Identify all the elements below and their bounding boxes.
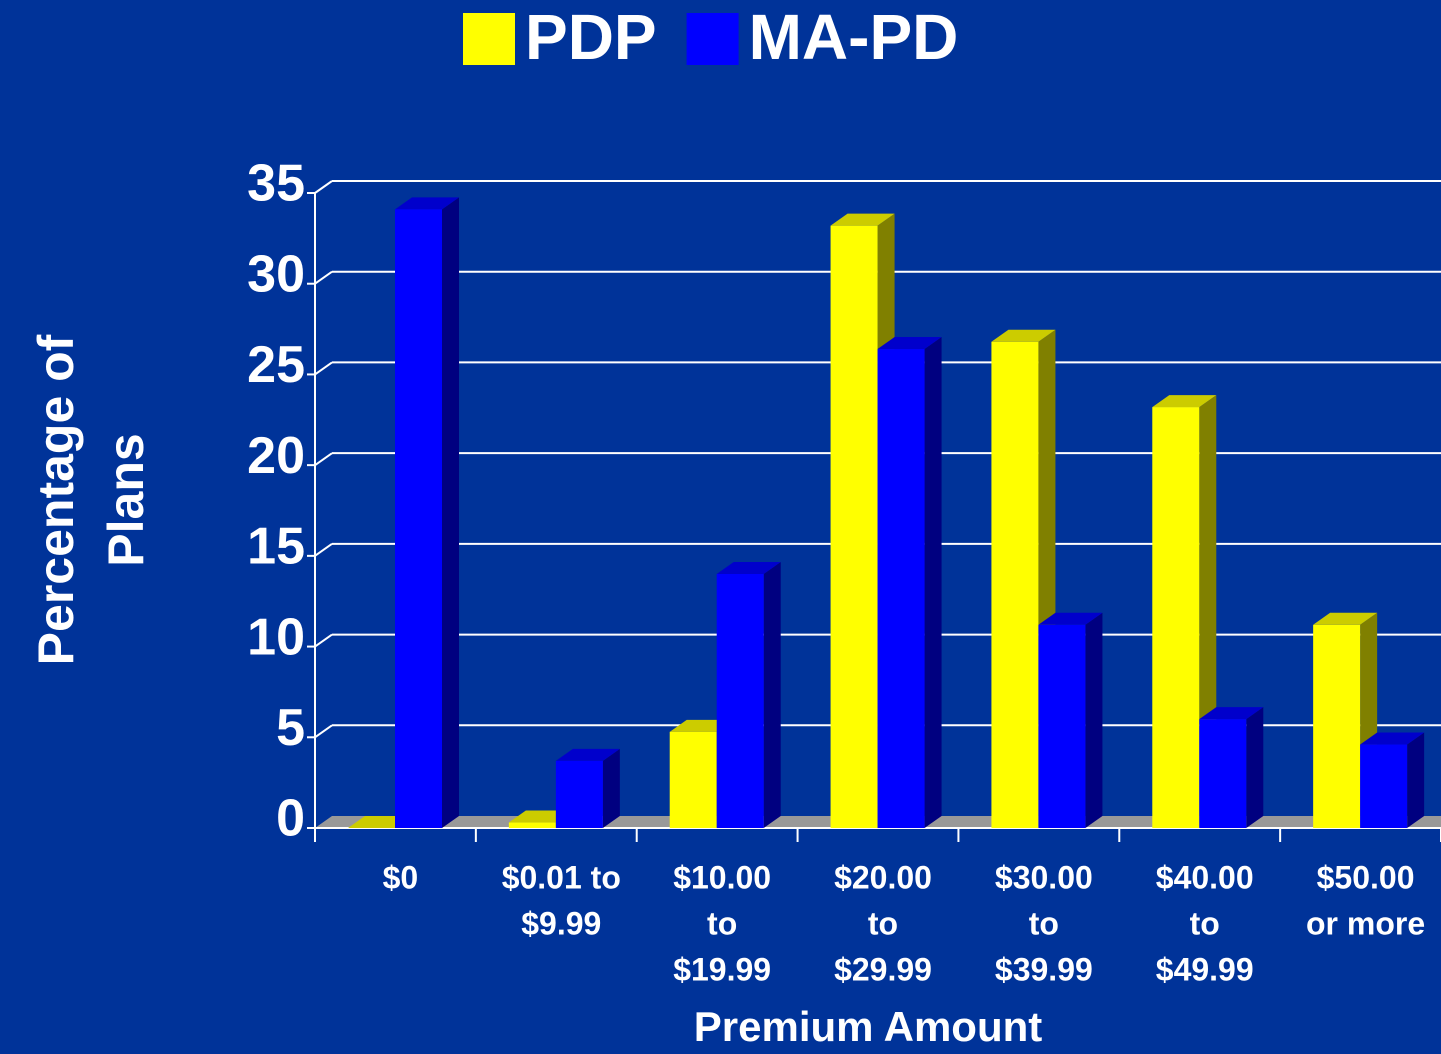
bar-side [602, 748, 620, 828]
bar [716, 574, 764, 828]
y-axis-title-line: Percentage of [28, 334, 84, 665]
bar-top [555, 748, 620, 761]
x-tick-label: to [868, 905, 898, 941]
bar-top [1199, 707, 1264, 720]
x-axis-title: Premium Amount [694, 1003, 1042, 1050]
bar [830, 225, 878, 828]
x-tick-label: $49.99 [1156, 951, 1254, 987]
x-tick-label: $0.01 to [502, 859, 621, 895]
bar-side [1407, 732, 1425, 828]
grid-line [314, 180, 333, 194]
grid-line [314, 724, 333, 739]
bar-top [1360, 732, 1425, 745]
y-tick-label: 30 [247, 245, 305, 303]
bar [1313, 624, 1361, 828]
x-tick-label: $10.00 [673, 859, 771, 895]
x-tick-label: $20.00 [834, 859, 932, 895]
bar-top [830, 213, 895, 226]
grid-line [314, 543, 333, 557]
x-tick-label: to [1190, 905, 1220, 941]
x-tick-label: $30.00 [995, 859, 1093, 895]
x-tick-label: $40.00 [1156, 859, 1254, 895]
bar [395, 209, 442, 829]
grid-line [314, 633, 333, 648]
bar-side [763, 562, 781, 828]
bar-side [1246, 707, 1264, 828]
y-tick-label: 10 [247, 608, 305, 666]
bar [877, 349, 925, 828]
bar [1152, 407, 1200, 828]
bar [1360, 744, 1408, 828]
bar [1199, 719, 1247, 828]
x-tick-label: $9.99 [521, 905, 601, 941]
bar-top [716, 562, 781, 574]
bar-side [442, 197, 459, 829]
y-tick-label: 35 [247, 155, 305, 213]
y-axis-title: Percentage of Plans [28, 334, 154, 665]
bar [991, 341, 1039, 828]
legend-swatch [463, 13, 515, 65]
x-tick-label: $29.99 [834, 951, 932, 987]
y-tick-label: 0 [276, 790, 305, 848]
bar [555, 760, 603, 828]
x-tick-label: or more [1306, 905, 1425, 941]
grid-line [314, 361, 333, 376]
y-tick-label: 25 [247, 336, 305, 394]
bar [508, 822, 556, 828]
x-tick-label: $50.00 [1317, 859, 1415, 895]
x-tick-label: $0 [383, 859, 419, 895]
bar-top [991, 329, 1056, 342]
bar-top [395, 197, 459, 210]
legend-swatch [686, 13, 739, 65]
grid-line [314, 270, 333, 285]
x-tick-label: to [707, 905, 737, 941]
bar-side [924, 337, 942, 828]
bar-top [877, 337, 942, 350]
y-tick-label: 20 [247, 427, 305, 485]
bar [1038, 624, 1086, 828]
y-tick-label: 5 [276, 699, 305, 757]
y-tick-label: 15 [247, 518, 305, 576]
x-tick-label: to [1029, 905, 1059, 941]
y-axis-title-line: Plans [98, 433, 154, 566]
x-tick-label: $39.99 [995, 951, 1093, 987]
bar-top [1152, 395, 1217, 408]
bar-top [1038, 612, 1103, 625]
bar [669, 731, 717, 828]
bar-top [1313, 612, 1378, 625]
grid-line [314, 452, 333, 466]
legend-label: MA-PD [749, 1, 959, 73]
bar-side [1085, 612, 1103, 828]
x-tick-label: $19.99 [673, 951, 771, 987]
legend-label: PDP [525, 1, 657, 73]
